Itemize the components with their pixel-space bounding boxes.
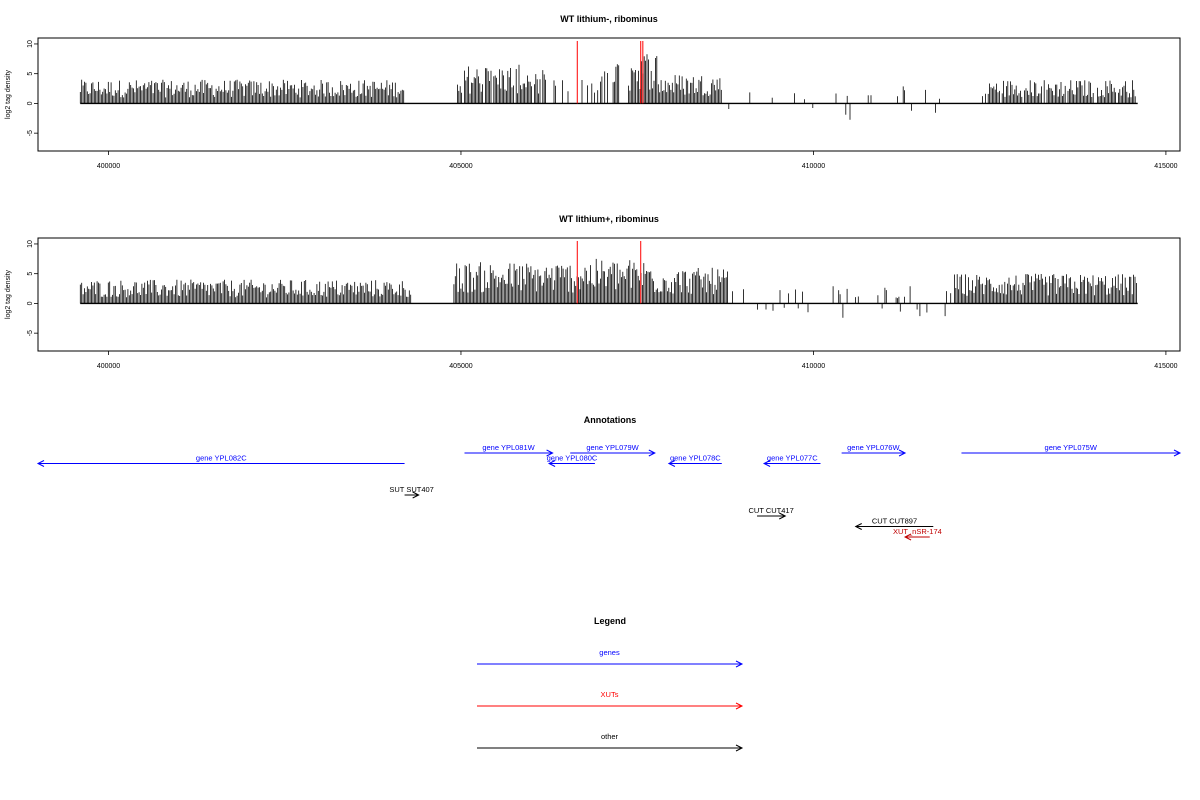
x-tick-label: 415000 — [1154, 363, 1177, 370]
annotation-label: SUT SUT407 — [389, 485, 433, 494]
annotation-label: XUT_nSR-174 — [893, 527, 942, 536]
annotation-label: gene YPL076W — [847, 443, 900, 452]
annotation-panel: Annotations gene YPL082C gene YPL081W gene… — [36, 415, 1182, 541]
annotation-arrowhead — [648, 449, 656, 457]
x-tick-label: 410000 — [802, 163, 825, 170]
y-tick-label: 5 — [27, 272, 34, 276]
annotation-arrowhead — [854, 523, 862, 530]
annotation-label: gene YPL080C — [547, 454, 598, 463]
annotations-title: Annotations — [584, 415, 637, 425]
y-tick-label: -5 — [27, 130, 34, 136]
annotation-arrowhead — [546, 449, 554, 457]
annotation-arrowhead — [412, 491, 420, 499]
legend-panel: Legend genes XUTs other — [477, 616, 744, 752]
annotation-label: gene YPL077C — [767, 454, 818, 463]
annotation-arrowhead — [36, 460, 45, 467]
annotation-label: CUT CUT417 — [748, 506, 793, 515]
y-axis-label: log2 tag density — [5, 69, 12, 119]
y-tick-label: 0 — [27, 301, 34, 305]
plot-frame — [37, 237, 1181, 352]
legend-title: Legend — [594, 616, 626, 626]
annotation-label: gene YPL075W — [1045, 443, 1098, 452]
y-tick-label: -5 — [27, 330, 34, 336]
x-tick-label: 400000 — [97, 363, 120, 370]
y-tick-label: 5 — [27, 72, 34, 76]
chart-title: WT lithium+, ribominus — [559, 214, 659, 224]
track-panel-lithium-minus: WT lithium-, ribominus 10 5 0 -5 log2 tag den… — [5, 14, 1181, 170]
legend-arrowhead — [735, 660, 744, 668]
y-tick-label: 10 — [27, 40, 34, 48]
x-tick-label: 410000 — [802, 363, 825, 370]
annotation-label: gene YPL079W — [586, 443, 639, 452]
annotation-arrowhead — [903, 533, 912, 541]
annotation-arrowhead — [779, 512, 787, 520]
density-bars — [79, 54, 1136, 120]
x-tick-label: 405000 — [449, 163, 472, 170]
annotation-arrowhead — [667, 460, 676, 467]
annotation-arrowhead — [762, 460, 771, 467]
legend-arrowhead — [735, 744, 744, 752]
chart-title: WT lithium-, ribominus — [560, 14, 658, 24]
density-bars — [79, 258, 1137, 318]
x-tick-label: 415000 — [1154, 163, 1177, 170]
legend-label: other — [601, 732, 619, 741]
x-tick-label: 400000 — [97, 163, 120, 170]
plot-frame — [37, 37, 1181, 152]
annotation-arrowhead — [898, 449, 907, 457]
y-tick-label: 0 — [27, 101, 34, 105]
y-tick-label: 10 — [27, 240, 34, 248]
y-axis-label: log2 tag density — [5, 269, 12, 319]
legend-arrowhead — [735, 702, 744, 710]
x-tick-label: 405000 — [449, 363, 472, 370]
annotation-arrowhead — [1173, 449, 1182, 457]
annotation-label: CUT CUT897 — [872, 517, 917, 526]
annotation-label: gene YPL082C — [196, 454, 247, 463]
legend-label: XUTs — [601, 690, 619, 699]
legend-label: genes — [599, 648, 620, 657]
annotation-arrowhead — [547, 460, 556, 467]
track-panel-lithium-plus: WT lithium+, ribominus 10 5 0 -5 log2 tag den… — [5, 214, 1181, 370]
annotation-label: gene YPL081W — [482, 443, 535, 452]
annotation-label: gene YPL078C — [670, 454, 721, 463]
